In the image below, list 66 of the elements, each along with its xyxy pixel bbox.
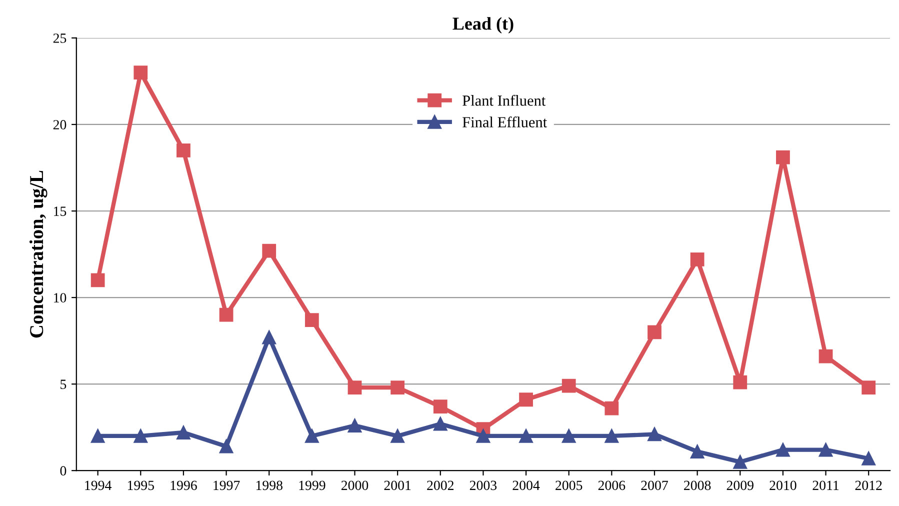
x-tick-label: 1997 bbox=[214, 480, 240, 490]
x-tick-label: 2006 bbox=[598, 480, 626, 490]
point bbox=[390, 380, 405, 394]
point bbox=[733, 454, 748, 469]
point bbox=[176, 426, 190, 440]
x-tick-label: 2002 bbox=[427, 480, 454, 490]
point bbox=[648, 325, 662, 340]
point bbox=[134, 429, 148, 443]
point bbox=[776, 150, 790, 164]
y-axis-title: Concentration, ug/L bbox=[29, 170, 48, 338]
point bbox=[862, 452, 876, 466]
point bbox=[90, 429, 105, 443]
point bbox=[348, 418, 362, 433]
point bbox=[476, 429, 490, 443]
x-tick-label: 2001 bbox=[384, 480, 411, 490]
point bbox=[690, 444, 704, 458]
x-tick-label: 2004 bbox=[512, 480, 540, 490]
point bbox=[433, 416, 448, 431]
x-tick-label: 1994 bbox=[85, 480, 112, 490]
point bbox=[348, 380, 362, 394]
legend-label: Final Effluent bbox=[462, 116, 548, 128]
point bbox=[818, 349, 833, 364]
point bbox=[433, 400, 448, 414]
y-tick-label: 25 bbox=[53, 34, 66, 43]
y-tick-label: 5 bbox=[60, 380, 66, 390]
point bbox=[562, 378, 576, 393]
point bbox=[176, 143, 190, 158]
x-tick-label: 2005 bbox=[556, 480, 582, 490]
y-tick-label: 10 bbox=[54, 293, 66, 302]
point bbox=[262, 244, 276, 258]
x-tick-label: 2012 bbox=[855, 480, 882, 490]
point bbox=[604, 429, 619, 443]
x-tick-label: 2007 bbox=[641, 480, 668, 490]
point bbox=[818, 442, 833, 457]
x-tick-label: 2011 bbox=[812, 480, 839, 490]
point bbox=[262, 330, 276, 344]
x-tick-label: 2010 bbox=[770, 480, 796, 490]
y-tick-label: 0 bbox=[60, 466, 66, 476]
point bbox=[304, 313, 319, 327]
point bbox=[562, 429, 576, 443]
point bbox=[604, 401, 619, 416]
y-tick-label: 20 bbox=[53, 120, 66, 130]
chart-title: Lead (t) bbox=[452, 17, 514, 34]
x-tick-label: 1998 bbox=[256, 480, 282, 490]
point bbox=[219, 308, 234, 322]
point bbox=[390, 429, 405, 443]
point bbox=[648, 427, 662, 442]
point bbox=[519, 429, 533, 443]
point bbox=[519, 392, 533, 407]
legend-label: Plant Influent bbox=[462, 94, 546, 106]
x-tick-label: 2000 bbox=[341, 480, 368, 490]
point bbox=[304, 429, 319, 443]
x-tick-label: 1999 bbox=[299, 480, 326, 490]
point bbox=[134, 66, 148, 80]
x-tick-label: 1995 bbox=[128, 480, 154, 490]
point bbox=[733, 375, 748, 390]
point bbox=[90, 273, 105, 288]
point bbox=[219, 439, 234, 454]
x-tick-label: 2009 bbox=[726, 480, 754, 490]
point bbox=[690, 252, 704, 266]
point bbox=[862, 380, 876, 394]
y-tick-label: 15 bbox=[54, 206, 66, 216]
x-tick-label: 2003 bbox=[470, 480, 497, 490]
point bbox=[776, 442, 790, 457]
x-tick-label: 2008 bbox=[684, 480, 711, 490]
x-tick-label: 1996 bbox=[170, 480, 197, 490]
